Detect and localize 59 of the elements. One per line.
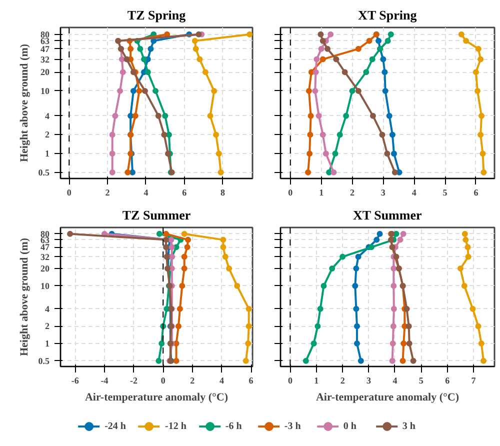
x-tick-label: -2 [130, 376, 138, 386]
x-tick-label: 5 [442, 188, 448, 198]
x-tick-label: 4 [412, 188, 417, 198]
x-tick-label: 0 [288, 376, 293, 386]
y-tick-label: 32 [40, 54, 50, 64]
x-tick-label: 6 [474, 188, 479, 198]
x-tick-label: 4 [219, 376, 224, 386]
x-tick-label: 0 [66, 188, 72, 198]
chart-title: XT Summer [353, 208, 422, 222]
x-axis-title: Air-temperature anomaly (°C) [316, 392, 460, 404]
legend-label: -12 h [165, 420, 186, 432]
x-tick-label: 0 [288, 188, 294, 198]
y-tick-label: 80 [40, 228, 50, 239]
x-tick-label: 4 [144, 188, 149, 198]
chart-title: TZ Spring [127, 8, 186, 22]
y-tick-label: 20 [40, 67, 50, 78]
x-tick-label: 8 [220, 188, 226, 198]
x-tick-label: 7 [471, 376, 476, 386]
legend-label: 3 h [402, 420, 416, 432]
x-tick-label: 6 [248, 376, 254, 386]
legend-label: -6 h [225, 420, 243, 432]
x-tick-label: -4 [100, 376, 109, 386]
legend-label: -24 h [104, 420, 126, 432]
y-tick-label: 47 [40, 242, 50, 252]
x-tick-label: 3 [366, 376, 372, 386]
x-tick-label: 2 [340, 376, 346, 386]
x-tick-label: 5 [418, 376, 424, 386]
legend-label: -3 h [284, 420, 302, 432]
legend-label: 0 h [343, 420, 358, 432]
y-tick-label: 10 [40, 86, 50, 96]
y-axis-title: Height above ground (m) [18, 44, 30, 162]
x-axis-title: Air-temperature anomaly (°C) [84, 392, 228, 404]
chart-title: XT Spring [358, 8, 418, 22]
x-tick-label: 4 [392, 376, 398, 386]
y-tick-label: 32 [40, 252, 50, 262]
y-tick-label: 47 [40, 44, 50, 54]
y-tick-label: 4 [45, 304, 50, 314]
x-tick-label: 6 [445, 376, 450, 386]
y-tick-label: 20 [40, 264, 50, 274]
x-tick-label: 0 [160, 376, 166, 386]
x-tick-label: 2 [350, 188, 355, 198]
x-tick-label: 1 [314, 376, 320, 386]
x-tick-label: 2 [105, 188, 110, 198]
x-tick-label: 3 [380, 188, 386, 198]
x-tick-label: -6 [71, 376, 80, 386]
x-tick-label: 2 [190, 376, 196, 386]
y-tick-label: 0.5 [38, 356, 50, 366]
chart-title: TZ Summer [122, 208, 191, 222]
y-axis-title: Height above ground (m) [18, 238, 30, 356]
y-tick-label: 0.5 [38, 167, 50, 178]
y-tick-label: 4 [45, 110, 50, 121]
y-tick-label: 80 [40, 29, 50, 40]
y-tick-label: 1 [45, 338, 50, 349]
y-tick-label: 2 [45, 321, 50, 332]
x-tick-label: 6 [182, 188, 188, 198]
y-tick-label: 2 [45, 130, 50, 140]
y-tick-label: 10 [40, 280, 50, 291]
y-tick-label: 1 [45, 148, 50, 159]
x-tick-label: 1 [319, 188, 324, 198]
